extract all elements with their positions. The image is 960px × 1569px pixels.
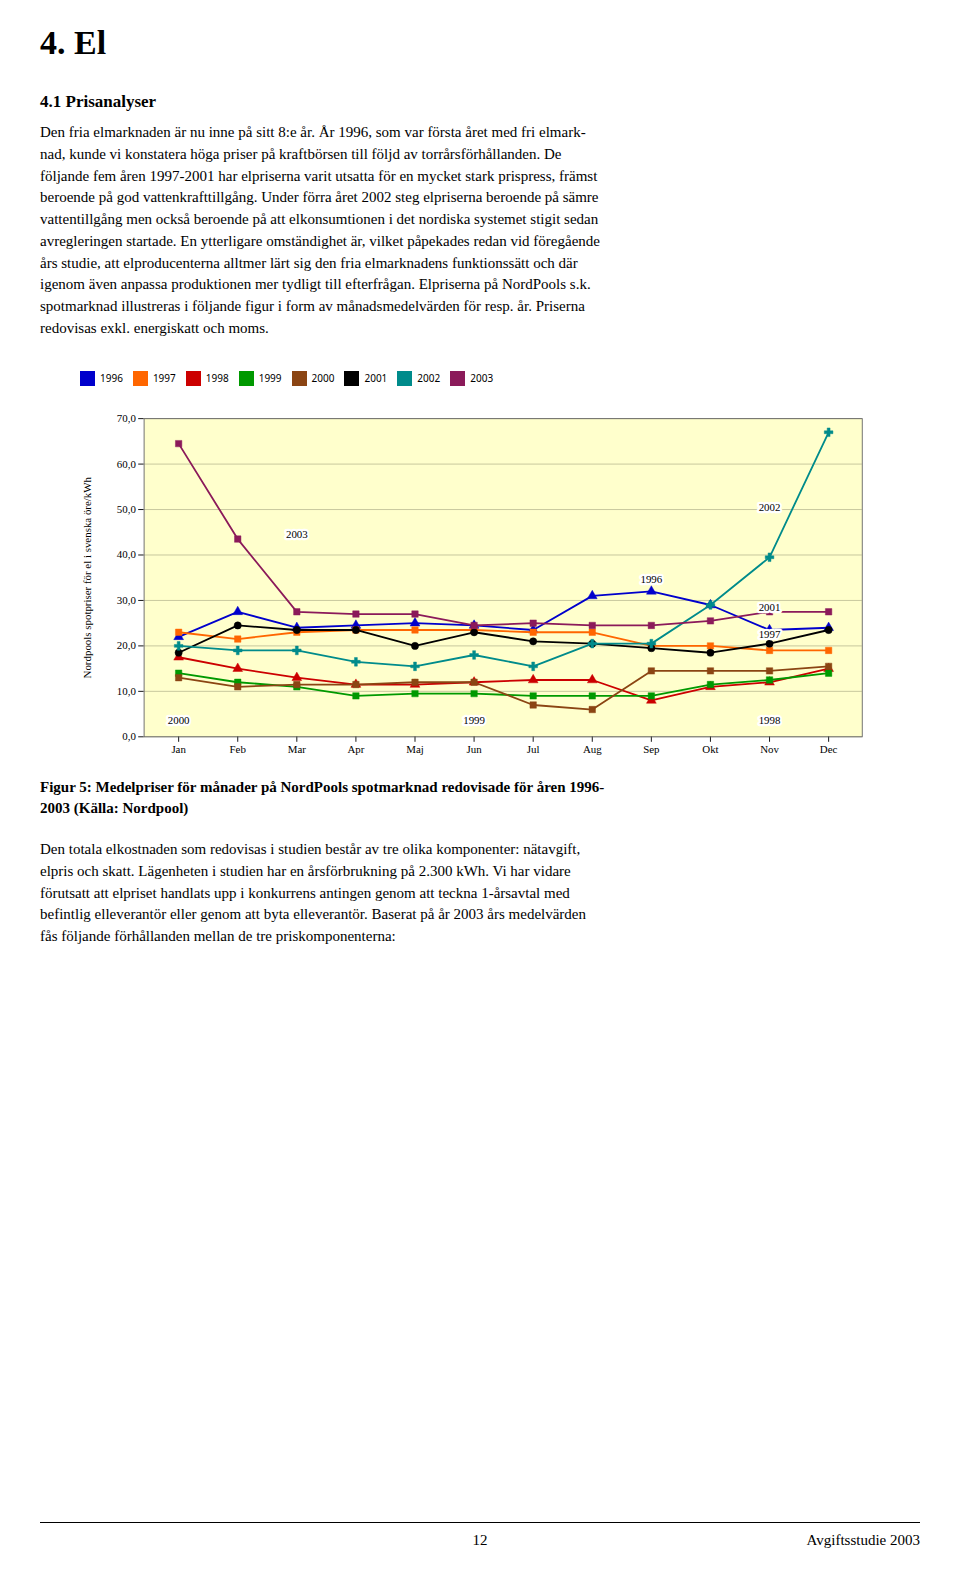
svg-text:2003: 2003: [286, 528, 308, 540]
svg-text:Nov: Nov: [760, 742, 779, 754]
svg-text:50,0: 50,0: [117, 503, 137, 515]
svg-text:40,0: 40,0: [117, 548, 137, 560]
svg-text:2001: 2001: [759, 600, 781, 612]
svg-text:Sep: Sep: [643, 742, 660, 754]
svg-text:1999: 1999: [463, 714, 485, 726]
svg-text:60,0: 60,0: [117, 457, 137, 469]
svg-text:Maj: Maj: [406, 742, 424, 754]
html-text:2000: 2000: [311, 371, 335, 385]
svg-text:70,0: 70,0: [117, 412, 137, 424]
svg-text:1998: 1998: [759, 714, 781, 726]
html-text:1998: 1998: [205, 371, 229, 385]
html-text:4. El: 4. El: [40, 24, 107, 61]
svg-text:2002: 2002: [759, 500, 781, 512]
html-text:2001: 2001: [364, 371, 388, 385]
html-text:1997: 1997: [152, 371, 176, 385]
svg-text:Jan: Jan: [171, 742, 186, 754]
svg-text:10,0: 10,0: [117, 684, 137, 696]
svg-text:1996: 1996: [640, 573, 662, 585]
svg-text:30,0: 30,0: [117, 593, 137, 605]
svg-text:1997: 1997: [759, 628, 781, 640]
svg-text:Apr: Apr: [347, 742, 364, 754]
svg-text:Jul: Jul: [527, 742, 540, 754]
html-text:Den totala elkostnaden som red: Den totala elkostnaden som redovisas i s…: [40, 841, 586, 945]
svg-text:Feb: Feb: [230, 742, 247, 754]
html-text:Figur 5: Medelpriser för månad: Figur 5: Medelpriser för månader på Nord…: [40, 779, 605, 817]
svg-text:2000: 2000: [168, 714, 190, 726]
svg-text:Jun: Jun: [467, 742, 483, 754]
svg-text:Nordpools spotpriser för el i: Nordpools spotpriser för el i svenska ör…: [81, 476, 93, 678]
svg-text:Aug: Aug: [583, 742, 602, 754]
html-text:2003: 2003: [470, 371, 494, 385]
html-text:Den fria elmarknaden är nu inn: Den fria elmarknaden är nu inne på sitt …: [40, 124, 600, 336]
html-text:12: 12: [472, 1532, 488, 1548]
html-text:Avgiftsstudie 2003: Avgiftsstudie 2003: [806, 1532, 920, 1548]
svg-text:Dec: Dec: [820, 742, 838, 754]
html-text:4.1 Prisanalyser: 4.1 Prisanalyser: [40, 92, 157, 111]
html-text:1996: 1996: [100, 371, 123, 385]
html-text:1999: 1999: [258, 371, 282, 385]
svg-text:20,0: 20,0: [117, 639, 137, 651]
svg-text:0,0: 0,0: [122, 730, 136, 742]
svg-text:Okt: Okt: [702, 742, 718, 754]
html-text:2002: 2002: [417, 371, 441, 385]
svg-text:Mar: Mar: [288, 742, 307, 754]
